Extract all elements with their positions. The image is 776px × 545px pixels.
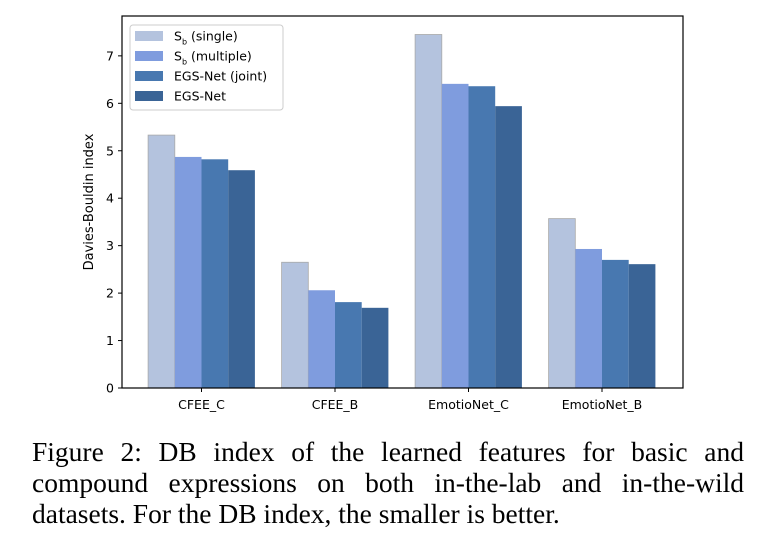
- legend-swatch: [135, 91, 163, 101]
- x-tick-label: EmotioNet_C: [428, 397, 509, 412]
- y-axis-label: Davies-Bouldin index: [82, 133, 97, 270]
- legend-label: EGS-Net: [174, 89, 226, 104]
- bar-EmotioNet_C-EGS-Net-joint-: [468, 86, 496, 388]
- legend-box: [129, 24, 284, 111]
- bar-EmotioNet_B-S_b-single-: [548, 218, 576, 389]
- y-tick-label: 4: [106, 191, 114, 206]
- bar-CFEE_B-S_b-single-: [281, 261, 309, 389]
- bar-CFEE_C-EGS-Net-joint-: [201, 159, 229, 388]
- bar-CFEE_C-S_b-single-: [147, 134, 176, 389]
- y-tick-label: 6: [106, 96, 114, 111]
- bar-EmotioNet_C-EGS-Net: [495, 106, 522, 388]
- legend-swatch: [135, 31, 163, 41]
- legend-swatch: [135, 51, 163, 61]
- y-tick-label: 2: [106, 286, 114, 301]
- bar-CFEE_C-EGS-Net: [228, 170, 255, 388]
- bar-CFEE_B-EGS-Net: [361, 307, 389, 388]
- figure-caption: Figure 2: DB index of the learned featur…: [32, 436, 744, 529]
- bar-EmotioNet_C-S_b-multiple-: [441, 83, 469, 388]
- bar-CFEE_C-S_b-multiple-: [174, 156, 202, 388]
- y-tick-label: 5: [106, 143, 114, 158]
- y-tick-label: 1: [106, 333, 114, 348]
- legend-label: EGS-Net (joint): [174, 69, 267, 84]
- bar-EmotioNet_B-EGS-Net-joint-: [602, 259, 629, 388]
- bar-CFEE_B-EGS-Net-joint-: [335, 302, 362, 388]
- legend-swatch: [135, 71, 163, 81]
- plot-frame: [121, 15, 684, 389]
- legend: Sb (single) Sb (multiple) EGS-Net (joint) E…: [129, 24, 284, 111]
- bar-chart: 0 1 2 3 4 5 6 7 CFEE_C CFEE_B EmotioNet_C EmotioNe…: [82, 15, 684, 412]
- legend-label: Sb (single): [174, 29, 238, 47]
- y-tick-label: 0: [106, 381, 114, 396]
- bar-CFEE_B-S_b-multiple-: [308, 290, 335, 388]
- y-tick-label: 3: [106, 238, 114, 253]
- legend-label: Sb (multiple): [174, 49, 252, 67]
- y-tick-label: 7: [106, 48, 114, 63]
- x-tick-label: CFEE_B: [312, 397, 359, 412]
- x-tick-label: CFEE_C: [178, 397, 225, 412]
- bar-EmotioNet_C-S_b-single-: [414, 34, 443, 389]
- bar-EmotioNet_B-EGS-Net: [628, 264, 656, 388]
- x-tick-label: EmotioNet_B: [562, 397, 643, 412]
- bar-EmotioNet_B-S_b-multiple-: [575, 248, 602, 388]
